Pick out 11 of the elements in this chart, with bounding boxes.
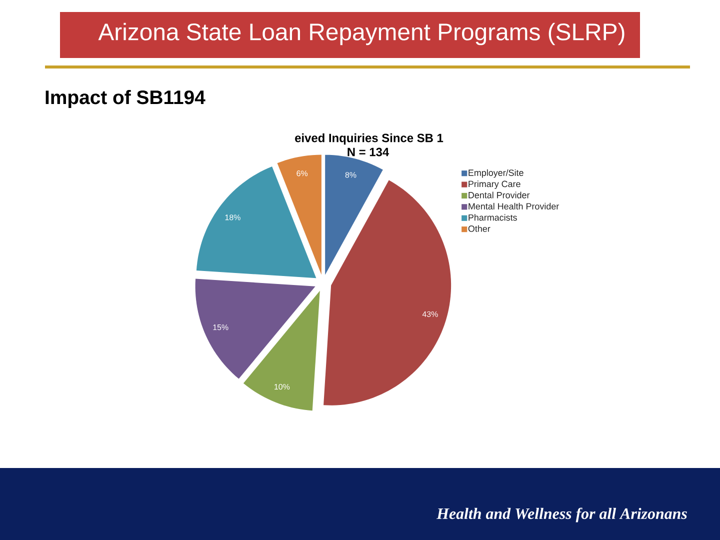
chart-title: eived Inquiries Since SB 1: [295, 133, 444, 145]
legend-label: Other: [468, 225, 490, 232]
legend-label: Pharmacists: [468, 214, 517, 221]
legend-label: Primary Care: [468, 180, 520, 189]
chart-subtitle: N = 134: [348, 148, 390, 156]
legend-label: Employer/Site: [468, 169, 524, 178]
text: Health and Wellness for all Arizonans: [436, 508, 687, 522]
text: Impact of SB1194: [46, 90, 206, 108]
legend-label: Mental Health Provider: [468, 202, 559, 210]
text: Arizona State Loan Repayment Programs (SLRP): [98, 22, 624, 46]
legend-label: Dental Provider: [468, 192, 530, 198]
